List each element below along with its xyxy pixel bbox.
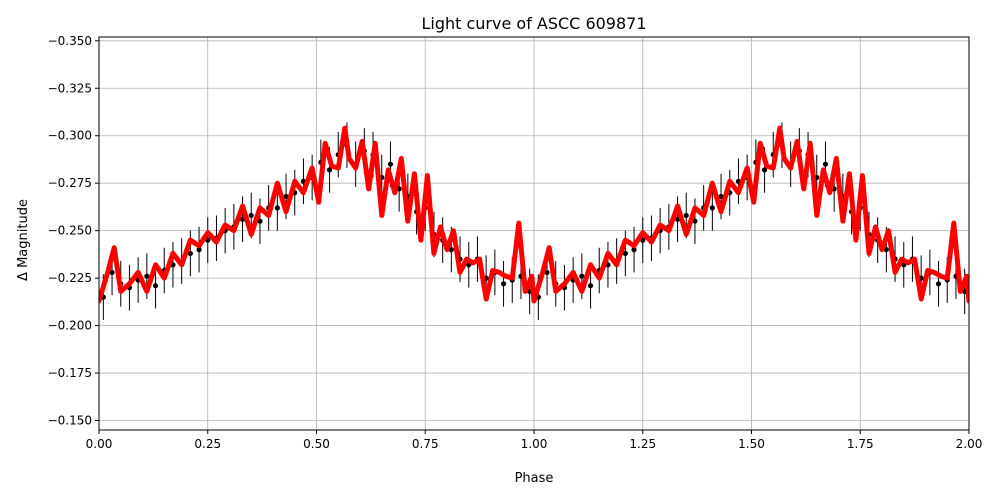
x-tick-label: 0.25 [194, 437, 221, 451]
x-axis-label: Phase [515, 471, 554, 486]
x-tick-label: 1.75 [847, 437, 874, 451]
y-tick-label: −0.300 [48, 129, 92, 143]
data-point [683, 212, 689, 219]
data-point [579, 273, 585, 279]
data-point [622, 250, 628, 257]
x-tick-label: 0.75 [412, 437, 439, 451]
y-axis-label: Δ Magnitude [16, 199, 31, 281]
x-tick-label: 1.00 [521, 437, 548, 451]
y-tick-label: −0.150 [48, 414, 92, 428]
data-point [709, 205, 715, 211]
data-point [631, 247, 637, 253]
data-point [187, 250, 193, 257]
data-point [822, 161, 829, 167]
data-point [387, 161, 394, 167]
data-point [718, 193, 724, 200]
data-point [935, 281, 942, 287]
chart-title: Light curve of ASCC 609871 [421, 14, 646, 33]
y-tick-label: −0.175 [48, 366, 92, 380]
data-point [109, 269, 115, 276]
data-point [587, 283, 594, 289]
y-tick-label: −0.350 [48, 34, 92, 48]
data-point [274, 205, 280, 211]
y-tick-label: −0.275 [48, 176, 92, 190]
data-point [500, 281, 507, 287]
y-tick-label: −0.200 [48, 319, 92, 333]
model-line [99, 125, 969, 304]
data-point [248, 212, 254, 219]
model-curve [99, 125, 969, 304]
ticks: 0.00 0.25 0.50 0.75 1.00 1.25 1.50 1.75 2.00 −0.3… [48, 34, 983, 451]
x-tick-label: 1.50 [738, 437, 765, 451]
data-point [544, 269, 550, 276]
data-point [257, 218, 263, 224]
data-point [761, 167, 768, 173]
y-tick-label: −0.225 [48, 271, 92, 285]
x-tick-label: 1.25 [629, 437, 656, 451]
data-point [283, 193, 289, 200]
y-tick-label: −0.250 [48, 224, 92, 238]
data-point [152, 283, 159, 289]
x-tick-label: 0.50 [303, 437, 330, 451]
x-tick-label: 0.00 [86, 437, 113, 451]
x-tick-label: 2.00 [956, 437, 983, 451]
y-tick-label: −0.325 [48, 81, 92, 95]
grid [98, 37, 970, 430]
data-point [144, 273, 150, 279]
data-point [196, 247, 202, 253]
data-point [326, 167, 333, 173]
